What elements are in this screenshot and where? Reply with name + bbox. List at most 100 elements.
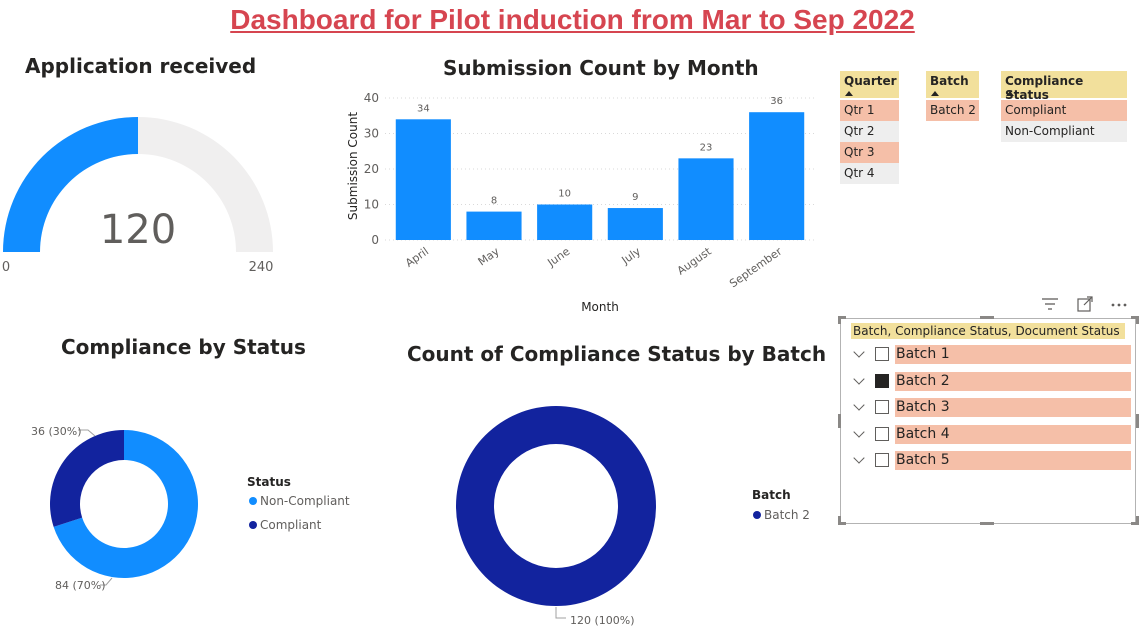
bar-y-axis-title: Submission Count <box>346 112 360 220</box>
quarter-slicer-items: Qtr 1 Qtr 2 Qtr 3 Qtr 4 <box>840 100 899 184</box>
hierarchy-row-batch-4[interactable]: Batch 4 <box>851 424 1133 445</box>
slice-batch-2[interactable] <box>456 406 656 606</box>
y-tick-label: 20 <box>364 162 379 176</box>
sort-caret-icon[interactable] <box>931 91 939 96</box>
slicer-item-non-compliant[interactable]: Non-Compliant <box>1001 121 1127 142</box>
hierarchy-slicer[interactable]: Batch, Compliance Status, Document Statu… <box>840 318 1136 524</box>
resize-handle[interactable] <box>1136 316 1139 324</box>
hierarchy-row-label[interactable]: Batch 1 <box>895 345 1131 364</box>
bar-chart-title: Submission Count by Month <box>443 56 759 80</box>
compliance-slicer-header[interactable]: Compliance Status <box>1001 71 1127 102</box>
status-legend-noncompliant[interactable]: Non-Compliant <box>260 494 350 508</box>
page-title: Dashboard for Pilot induction from Mar t… <box>230 4 915 35</box>
leader-line <box>100 577 113 586</box>
hierarchy-row-label[interactable]: Batch 2 <box>895 371 1131 391</box>
hierarchy-row-label[interactable]: Batch 5 <box>895 451 1131 470</box>
slice-compliant[interactable] <box>50 430 124 527</box>
status-donut-slices <box>50 430 199 579</box>
data-label: 34 <box>417 103 430 114</box>
resize-handle[interactable] <box>1136 414 1139 428</box>
bar-august[interactable] <box>678 158 734 240</box>
slicer-item-qtr-3[interactable]: Qtr 3 <box>840 142 899 163</box>
resize-handle[interactable] <box>838 316 846 319</box>
legend-marker-compliant <box>249 521 257 529</box>
hierarchy-slicer-header: Batch, Compliance Status, Document Statu… <box>851 323 1125 339</box>
bar-september[interactable] <box>749 112 805 240</box>
slicer-item-batch-2[interactable]: Batch 2 <box>926 100 979 121</box>
batch-donut-title: Count of Compliance Status by Batch <box>407 342 827 366</box>
checkbox[interactable] <box>875 373 889 388</box>
resize-handle[interactable] <box>1131 522 1139 525</box>
hierarchy-row-batch-3[interactable]: Batch 3 <box>851 398 1133 418</box>
slicer-item-qtr-4[interactable]: Qtr 4 <box>840 163 899 184</box>
leader-line <box>555 607 566 619</box>
sort-caret-icon[interactable] <box>845 91 853 96</box>
data-label: 10 <box>558 189 571 200</box>
legend-marker-noncompliant <box>249 497 257 505</box>
quarter-slicer-header-label: Quarter <box>844 74 897 88</box>
bar-july[interactable] <box>607 208 663 240</box>
hierarchy-row-label[interactable]: Batch 3 <box>895 398 1131 417</box>
bar-series <box>395 112 805 241</box>
bar-data-labels: 34 8 10 9 23 36 <box>417 96 783 206</box>
chevron-down-icon[interactable] <box>853 399 865 411</box>
resize-handle[interactable] <box>980 522 994 525</box>
resize-handle[interactable] <box>980 316 994 319</box>
bar-june[interactable] <box>537 204 593 241</box>
resize-handle[interactable] <box>1131 316 1139 319</box>
status-donut-label-compliant: 36 (30%) <box>31 425 82 438</box>
batch-slicer-header-label: Batch <box>930 74 969 88</box>
quarter-slicer-header[interactable]: Quarter <box>840 71 899 98</box>
y-tick-label: 10 <box>364 198 379 212</box>
compliance-slicer-items: Compliant Non-Compliant <box>1001 100 1127 142</box>
resize-handle[interactable] <box>838 516 841 524</box>
data-label: 9 <box>632 192 638 203</box>
batch-slicer[interactable]: Batch Batch 2 <box>926 71 979 121</box>
bar-y-ticks: 0 10 20 30 40 <box>364 91 379 247</box>
chevron-down-icon[interactable] <box>853 372 865 385</box>
status-donut-title: Compliance by Status <box>61 335 306 359</box>
sort-caret-icon[interactable] <box>1006 91 1014 96</box>
hierarchy-row-label[interactable]: Batch 4 <box>895 424 1131 444</box>
resize-handle[interactable] <box>838 316 841 324</box>
checkbox[interactable] <box>875 400 889 414</box>
bar-april[interactable] <box>395 119 451 240</box>
hierarchy-row-batch-2[interactable]: Batch 2 <box>851 371 1133 392</box>
compliance-slicer-header-label: Compliance Status <box>1005 74 1084 102</box>
y-tick-label: 0 <box>371 233 379 247</box>
batch-donut-label: 120 (100%) <box>570 614 635 627</box>
slice-non-compliant[interactable] <box>53 430 199 579</box>
checkbox[interactable] <box>875 347 889 361</box>
slicer-item-qtr-1[interactable]: Qtr 1 <box>840 100 899 121</box>
batch-legend-batch-2[interactable]: Batch 2 <box>764 508 810 522</box>
batch-legend-title: Batch <box>752 488 791 502</box>
hierarchy-row-batch-5[interactable]: Batch 5 <box>851 451 1133 471</box>
hierarchy-row-batch-1[interactable]: Batch 1 <box>851 345 1133 365</box>
data-label: 8 <box>491 196 497 207</box>
chevron-down-icon[interactable] <box>853 452 865 464</box>
chevron-down-icon[interactable] <box>853 425 865 438</box>
bar-may[interactable] <box>466 211 522 240</box>
checkbox[interactable] <box>875 426 889 441</box>
batch-slicer-items: Batch 2 <box>926 100 979 121</box>
checkbox[interactable] <box>875 453 889 467</box>
batch-slicer-header[interactable]: Batch <box>926 71 979 98</box>
bar-x-axis-title: Month <box>581 300 619 314</box>
chevron-down-icon[interactable] <box>853 346 865 358</box>
slicer-item-qtr-2[interactable]: Qtr 2 <box>840 121 899 142</box>
status-legend-compliant[interactable]: Compliant <box>260 518 322 532</box>
data-label: 36 <box>770 96 783 107</box>
status-donut-label-noncompliant: 84 (70%) <box>55 579 106 592</box>
resize-handle[interactable] <box>838 522 846 525</box>
compliance-slicer[interactable]: Compliance Status Compliant Non-Compliant <box>1001 71 1127 142</box>
leader-line <box>78 429 96 437</box>
status-legend-title: Status <box>247 475 291 489</box>
quarter-slicer[interactable]: Quarter Qtr 1 Qtr 2 Qtr 3 Qtr 4 <box>840 71 899 184</box>
resize-handle[interactable] <box>1136 516 1139 524</box>
data-label: 23 <box>700 142 713 153</box>
resize-handle[interactable] <box>838 414 841 428</box>
slicer-item-compliant[interactable]: Compliant <box>1001 100 1127 121</box>
